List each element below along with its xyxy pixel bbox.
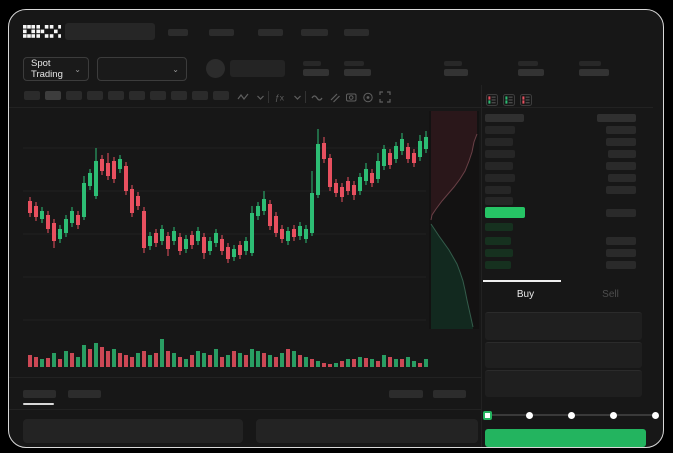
wave-icon[interactable]	[311, 91, 324, 104]
camera-icon[interactable]	[345, 91, 358, 104]
ask-price-5[interactable]	[485, 186, 511, 194]
stat-label-5	[579, 61, 601, 66]
orders-action-1[interactable]	[389, 390, 423, 398]
timeframe-button-9[interactable]	[192, 91, 208, 100]
timeframe-button-10[interactable]	[213, 91, 229, 100]
panel-divider	[481, 85, 482, 447]
toolbar-separator	[268, 91, 269, 103]
buy-submit-button[interactable]	[485, 429, 646, 447]
nav-item-5[interactable]	[344, 29, 369, 36]
timeframe-button-8[interactable]	[171, 91, 187, 100]
stat-value-2	[344, 69, 371, 76]
okx-logo	[23, 25, 61, 39]
stat-value-3	[444, 69, 468, 76]
chart-bottom-divider	[9, 377, 481, 378]
stat-label-2	[344, 61, 364, 66]
ask-amount-0	[606, 126, 636, 134]
chevron-down-icon: ⌄	[172, 64, 179, 74]
ask-price-3[interactable]	[485, 162, 513, 170]
nav-item-3[interactable]	[258, 29, 283, 36]
ask-price-4[interactable]	[485, 174, 515, 182]
ask-amount-5	[606, 186, 636, 194]
slider-stop-5[interactable]	[651, 411, 659, 419]
ask-price-1[interactable]	[485, 138, 513, 146]
order-input-2[interactable]	[485, 342, 642, 368]
orders-panel-left	[23, 419, 243, 443]
stat-value-4	[518, 69, 544, 76]
nav-item-1[interactable]	[168, 29, 188, 36]
tab-sell[interactable]: Sell	[602, 288, 619, 300]
trade-side-tabs: Buy Sell	[483, 280, 653, 308]
pair-selector-dropdown[interactable]: ⌄	[97, 57, 187, 81]
timeframe-button-3[interactable]	[66, 91, 82, 100]
market-type-label: Spot Trading	[31, 58, 63, 80]
pair-name-placeholder	[230, 60, 285, 77]
timeframe-button-7[interactable]	[150, 91, 166, 100]
coin-avatar	[206, 59, 225, 78]
bid-price-9[interactable]	[485, 237, 511, 245]
bid-price-11[interactable]	[485, 261, 511, 269]
ask-amount-3	[606, 162, 636, 170]
nav-item-4[interactable]	[301, 29, 328, 36]
orders-tab-2[interactable]	[68, 390, 101, 398]
timeframe-button-2[interactable]	[45, 91, 61, 100]
bid-amount-9	[606, 237, 636, 245]
buy-tab-indicator	[483, 280, 561, 282]
bid-amount-10	[606, 249, 636, 257]
fullscreen-icon[interactable]	[379, 91, 392, 104]
chevron-down-icon[interactable]	[254, 91, 267, 104]
timeframe-button-1[interactable]	[24, 91, 40, 100]
stat-label-4	[518, 61, 538, 66]
stat-label-3	[444, 61, 462, 66]
tab-buy[interactable]: Buy	[516, 288, 535, 300]
active-tab-underline	[23, 403, 54, 405]
orders-tab-active[interactable]	[23, 390, 56, 398]
svg-text:ƒx: ƒx	[275, 93, 285, 103]
orderbook-sells-icon[interactable]	[520, 93, 532, 106]
slider-handle-active[interactable]	[482, 410, 492, 420]
order-input-1[interactable]	[485, 312, 642, 340]
chevron-down-icon: ⌄	[74, 64, 81, 74]
orders-divider	[9, 409, 481, 410]
stat-label-1	[303, 61, 321, 66]
slider-stop-4[interactable]	[609, 411, 617, 419]
orders-panel-right	[256, 419, 478, 443]
price-amount-7	[606, 209, 636, 217]
slider-stop-3[interactable]	[567, 411, 575, 419]
candle-type-icon[interactable]	[237, 91, 250, 104]
orderbook-price-header	[485, 114, 524, 122]
ask-amount-2	[608, 150, 636, 158]
ask-amount-1	[606, 138, 636, 146]
timeframe-button-5[interactable]	[108, 91, 124, 100]
orderbook-split-icon[interactable]	[486, 93, 498, 106]
chevron-down-icon[interactable]	[291, 91, 304, 104]
market-type-dropdown[interactable]: Spot Trading ⌄	[23, 57, 89, 81]
settings-icon[interactable]	[362, 91, 375, 104]
ask-price-6[interactable]	[485, 197, 513, 205]
order-input-3[interactable]	[485, 370, 642, 397]
header-search-placeholder[interactable]	[65, 23, 155, 40]
orderbook-buys-icon[interactable]	[503, 93, 515, 106]
toolbar-divider	[9, 107, 653, 108]
slider-stop-2[interactable]	[525, 411, 533, 419]
stat-value-1	[303, 69, 329, 76]
timeframe-button-6[interactable]	[129, 91, 145, 100]
bid-amount-11	[606, 261, 636, 269]
bid-price-10[interactable]	[485, 249, 513, 257]
trading-app-window: Spot Trading ⌄ ⌄ ƒx	[8, 9, 664, 448]
indicators-icon[interactable]: ƒx	[274, 91, 287, 104]
toolbar-separator	[305, 91, 306, 103]
stat-value-5	[579, 69, 609, 76]
timeframe-button-4[interactable]	[87, 91, 103, 100]
ask-price-2[interactable]	[485, 150, 515, 158]
ask-amount-4	[608, 174, 636, 182]
nav-item-2[interactable]	[209, 29, 234, 36]
bid-price-8[interactable]	[485, 223, 513, 231]
compare-icon[interactable]	[328, 91, 341, 104]
ask-price-0[interactable]	[485, 126, 515, 134]
orders-action-2[interactable]	[433, 390, 466, 398]
last-price-bar[interactable]	[485, 207, 525, 218]
orderbook-amount-header	[597, 114, 636, 122]
